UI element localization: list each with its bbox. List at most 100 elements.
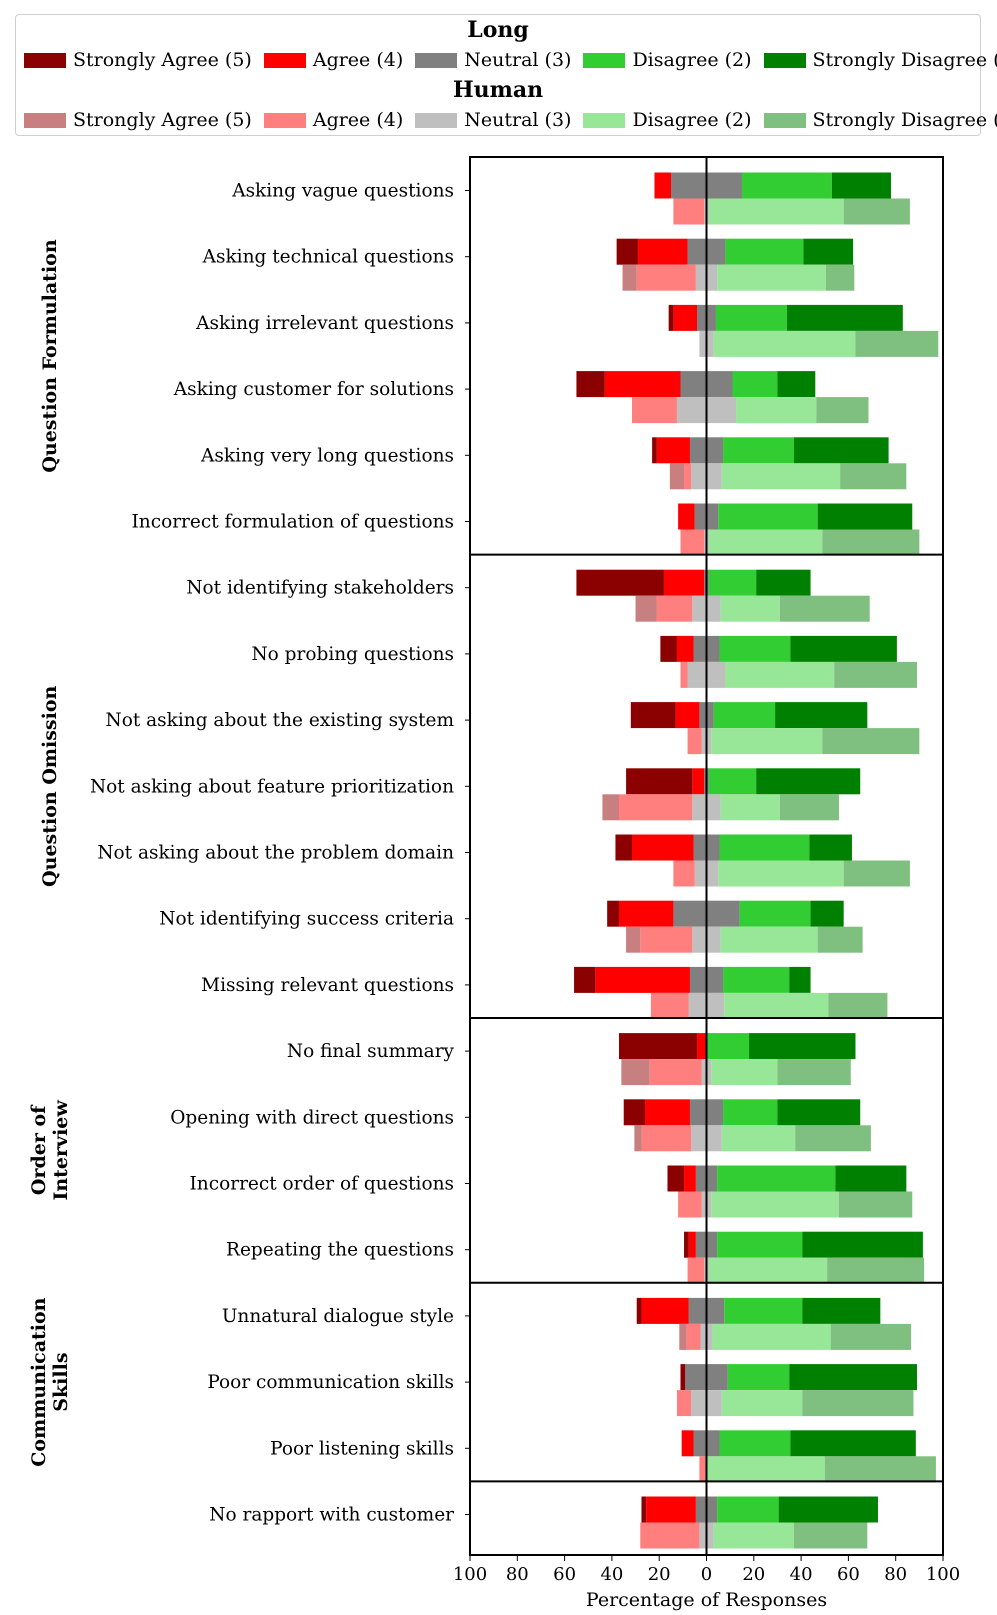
bar-long-strongly-disagree bbox=[831, 172, 891, 199]
bar-human-disagree bbox=[706, 1456, 825, 1483]
legend-human-swatch bbox=[415, 112, 458, 128]
bar-human-disagree bbox=[711, 1059, 778, 1086]
bar-human-strongly-disagree bbox=[827, 1257, 925, 1284]
bar-long-disagree bbox=[713, 702, 776, 729]
legend-human-swatch bbox=[583, 112, 626, 128]
bar-long-agree bbox=[645, 1099, 690, 1126]
bar-human-strongly-disagree bbox=[794, 1522, 868, 1549]
bar-human-strongly-disagree bbox=[843, 198, 910, 225]
legend-human-item: Disagree (2) bbox=[583, 109, 752, 131]
x-tick-label: 100 bbox=[926, 1564, 960, 1585]
legend-human-item: Strongly Agree (5) bbox=[24, 109, 252, 131]
category-label: Poor communication skills bbox=[207, 1372, 454, 1393]
bar-long-agree bbox=[637, 238, 688, 265]
x-tick-label: 40 bbox=[790, 1564, 813, 1585]
bar-long-strongly-agree bbox=[660, 635, 677, 662]
bar-human-strongly-disagree bbox=[855, 330, 939, 357]
x-tick-label: 0 bbox=[701, 1564, 712, 1585]
x-tick-label: 20 bbox=[742, 1564, 765, 1585]
bar-long-disagree bbox=[723, 1099, 778, 1126]
bar-human-strongly-disagree bbox=[825, 264, 855, 291]
bar-long-strongly-agree bbox=[623, 1099, 646, 1126]
bar-human-strongly-disagree bbox=[834, 661, 917, 688]
category-label: Asking vague questions bbox=[231, 181, 454, 202]
bar-human-agree bbox=[641, 1125, 692, 1152]
bar-long-strongly-disagree bbox=[777, 1099, 861, 1126]
legend-long-row: Strongly Agree (5) Agree (4) Neutral (3) Di… bbox=[24, 49, 997, 71]
bar-human-disagree bbox=[720, 926, 818, 953]
bar-human-agree bbox=[676, 1390, 692, 1417]
bar-long-agree bbox=[675, 702, 700, 729]
bar-long-strongly-disagree bbox=[794, 437, 889, 464]
bar-human-disagree bbox=[713, 330, 856, 357]
legend-human-title: Human bbox=[452, 77, 544, 103]
bar-long-agree bbox=[684, 1165, 696, 1192]
bar-human-agree bbox=[640, 1522, 700, 1549]
category-label: Not asking about the existing system bbox=[106, 710, 455, 731]
bar-long-strongly-agree bbox=[615, 834, 632, 861]
category-label: Not identifying stakeholders bbox=[186, 578, 454, 599]
legend-human-item: Neutral (3) bbox=[415, 109, 571, 131]
bar-human-disagree bbox=[712, 1323, 831, 1350]
bar-human-agree bbox=[680, 661, 688, 688]
bar-long-strongly-agree bbox=[652, 437, 657, 464]
legend-human-item: Agree (4) bbox=[263, 109, 403, 131]
legend-human-label: Strongly Disagree (1) bbox=[812, 109, 997, 131]
legend-long-item: Strongly Disagree (1) bbox=[763, 49, 997, 71]
bar-human-disagree bbox=[724, 992, 829, 1019]
bar-human-agree bbox=[680, 529, 705, 556]
legend-human-label: Disagree (2) bbox=[632, 109, 752, 131]
category-label: Opening with direct questions bbox=[170, 1107, 454, 1128]
bar-long-disagree bbox=[708, 569, 757, 596]
bar-long-strongly-disagree bbox=[756, 768, 861, 795]
category-label: Not identifying success criteria bbox=[159, 909, 454, 930]
bar-human-strongly-disagree bbox=[830, 1323, 912, 1350]
bar-human-agree bbox=[640, 926, 693, 953]
bar-long-disagree bbox=[724, 1297, 803, 1324]
bar-long-disagree bbox=[719, 834, 810, 861]
bar-long-disagree bbox=[715, 304, 787, 331]
bar-long-strongly-agree bbox=[574, 966, 596, 993]
x-axis-label: Percentage of Responses bbox=[586, 1589, 827, 1611]
group-label: Order of bbox=[28, 1104, 50, 1195]
bar-long-disagree bbox=[739, 900, 811, 927]
bar-human-strongly-agree bbox=[626, 926, 641, 953]
bar-long-agree bbox=[697, 1033, 707, 1060]
bar-human-disagree bbox=[725, 661, 835, 688]
bar-long-strongly-agree bbox=[616, 238, 638, 265]
bar-long-agree bbox=[673, 304, 698, 331]
bar-human-disagree bbox=[720, 595, 780, 622]
group-label: Question Formulation bbox=[39, 239, 61, 472]
bar-long-strongly-agree bbox=[576, 371, 605, 398]
bar-long-strongly-disagree bbox=[775, 702, 868, 729]
bar-human-agree bbox=[618, 794, 693, 821]
bar-human-strongly-disagree bbox=[816, 397, 869, 424]
category-label: Asking technical questions bbox=[202, 247, 454, 268]
category-label: Incorrect formulation of questions bbox=[131, 512, 454, 533]
x-tick-label: 40 bbox=[600, 1564, 623, 1585]
bar-human-agree bbox=[686, 1323, 701, 1350]
legend-human-label: Neutral (3) bbox=[464, 109, 572, 131]
bar-long-strongly-disagree bbox=[809, 834, 852, 861]
bar-human-strongly-disagree bbox=[843, 860, 910, 887]
bar-human-strongly-disagree bbox=[795, 1125, 871, 1152]
bar-human-agree bbox=[656, 595, 693, 622]
bar-long-strongly-disagree bbox=[756, 569, 811, 596]
bar-human-strongly-disagree bbox=[822, 728, 920, 755]
bar-long-agree bbox=[656, 437, 690, 464]
bar-long-disagree bbox=[718, 503, 818, 530]
bar-long-strongly-agree bbox=[680, 1364, 686, 1391]
bar-human-strongly-disagree bbox=[822, 529, 920, 556]
legend-long-swatch bbox=[763, 52, 806, 68]
bar-human-strongly-disagree bbox=[824, 1456, 936, 1483]
bar-human-strongly-disagree bbox=[840, 463, 907, 490]
x-tick-label: 20 bbox=[648, 1564, 671, 1585]
category-label: Asking customer for solutions bbox=[173, 379, 454, 400]
bar-long-strongly-disagree bbox=[802, 1231, 923, 1258]
bar-human-disagree bbox=[721, 1125, 796, 1152]
legend-long-label: Neutral (3) bbox=[464, 49, 572, 71]
bar-long-agree bbox=[604, 371, 681, 398]
bar-human-disagree bbox=[713, 1522, 795, 1549]
category-label: Not asking about the problem domain bbox=[97, 843, 454, 864]
